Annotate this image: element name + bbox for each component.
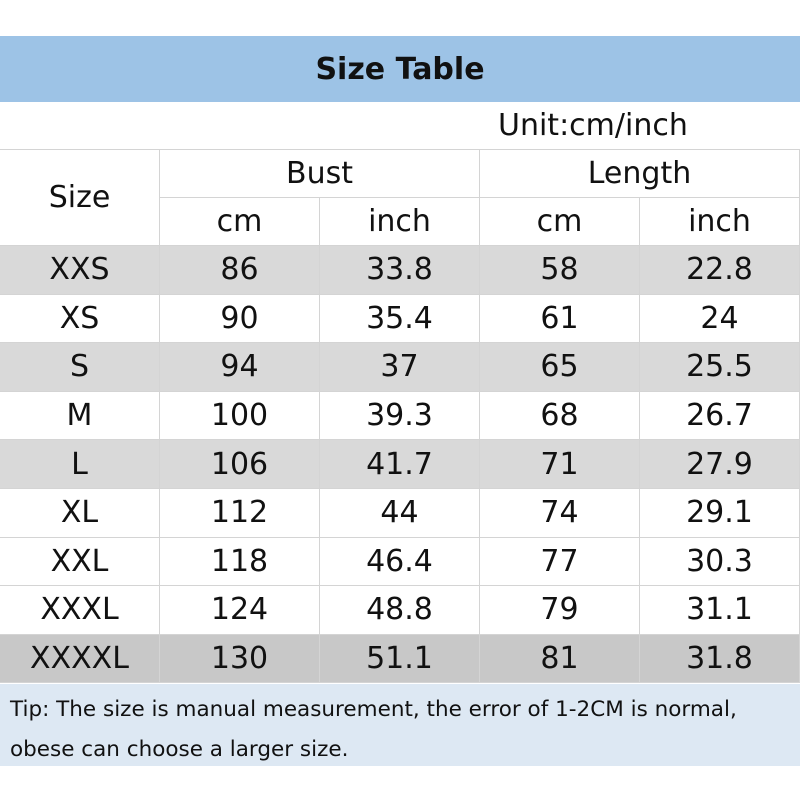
table-cell: 124 (160, 586, 320, 635)
table-cell: 106 (160, 440, 320, 489)
table-cell: 74 (480, 489, 640, 538)
table-cell: 58 (480, 246, 640, 295)
table-cell: L (0, 440, 160, 489)
tip-line: Tip: The size is manual measurement, the… (10, 697, 737, 722)
table-cell: 112 (160, 489, 320, 538)
table-cell: 33.8 (320, 246, 480, 295)
tip-box: Tip: The size is manual measurement, the… (0, 684, 800, 766)
table-cell: S (0, 343, 160, 392)
unit-row: Unit:cm/inch (0, 102, 800, 150)
table-cell: 94 (160, 343, 320, 392)
header-cell: cm (160, 198, 320, 246)
table-cell: 86 (160, 246, 320, 295)
table-cell: 51.1 (320, 634, 480, 684)
table-cell: 29.1 (640, 489, 800, 538)
table-cell: 30.3 (640, 537, 800, 587)
table-cell: 71 (480, 440, 640, 489)
table-cell: 31.8 (640, 634, 800, 684)
table-cell: 130 (160, 634, 320, 684)
table-cell: 26.7 (640, 391, 800, 441)
table-cell: 90 (160, 294, 320, 344)
header-cell: Size (0, 150, 160, 246)
table-cell: XXL (0, 537, 160, 587)
header-cell: inch (640, 198, 800, 246)
table-cell: 81 (480, 634, 640, 684)
table-cell: 27.9 (640, 440, 800, 489)
table-cell: 25.5 (640, 343, 800, 392)
table-cell: 118 (160, 537, 320, 587)
header-cell: inch (320, 198, 480, 246)
table-cell: XL (0, 489, 160, 538)
table-cell: 46.4 (320, 537, 480, 587)
table-title: Size Table (0, 36, 800, 102)
unit-label: Unit:cm/inch (498, 108, 688, 143)
table-cell: 35.4 (320, 294, 480, 344)
table-cell: 61 (480, 294, 640, 344)
table-cell: 31.1 (640, 586, 800, 635)
table-cell: 48.8 (320, 586, 480, 635)
tip-line: obese can choose a larger size. (10, 737, 349, 762)
header-cell: Bust (160, 150, 480, 198)
header-cell: Length (480, 150, 800, 198)
table-cell: 22.8 (640, 246, 800, 295)
table-cell: 77 (480, 537, 640, 587)
table-cell: XXS (0, 246, 160, 295)
table-cell: M (0, 391, 160, 441)
table-cell: XXXL (0, 586, 160, 635)
table-cell: 68 (480, 391, 640, 441)
table-cell: XXXXL (0, 634, 160, 684)
table-cell: 65 (480, 343, 640, 392)
table-cell: XS (0, 294, 160, 344)
header-cell: cm (480, 198, 640, 246)
table-cell: 79 (480, 586, 640, 635)
table-cell: 39.3 (320, 391, 480, 441)
table-cell: 41.7 (320, 440, 480, 489)
table-cell: 100 (160, 391, 320, 441)
table-cell: 44 (320, 489, 480, 538)
table-cell: 24 (640, 294, 800, 344)
table-cell: 37 (320, 343, 480, 392)
